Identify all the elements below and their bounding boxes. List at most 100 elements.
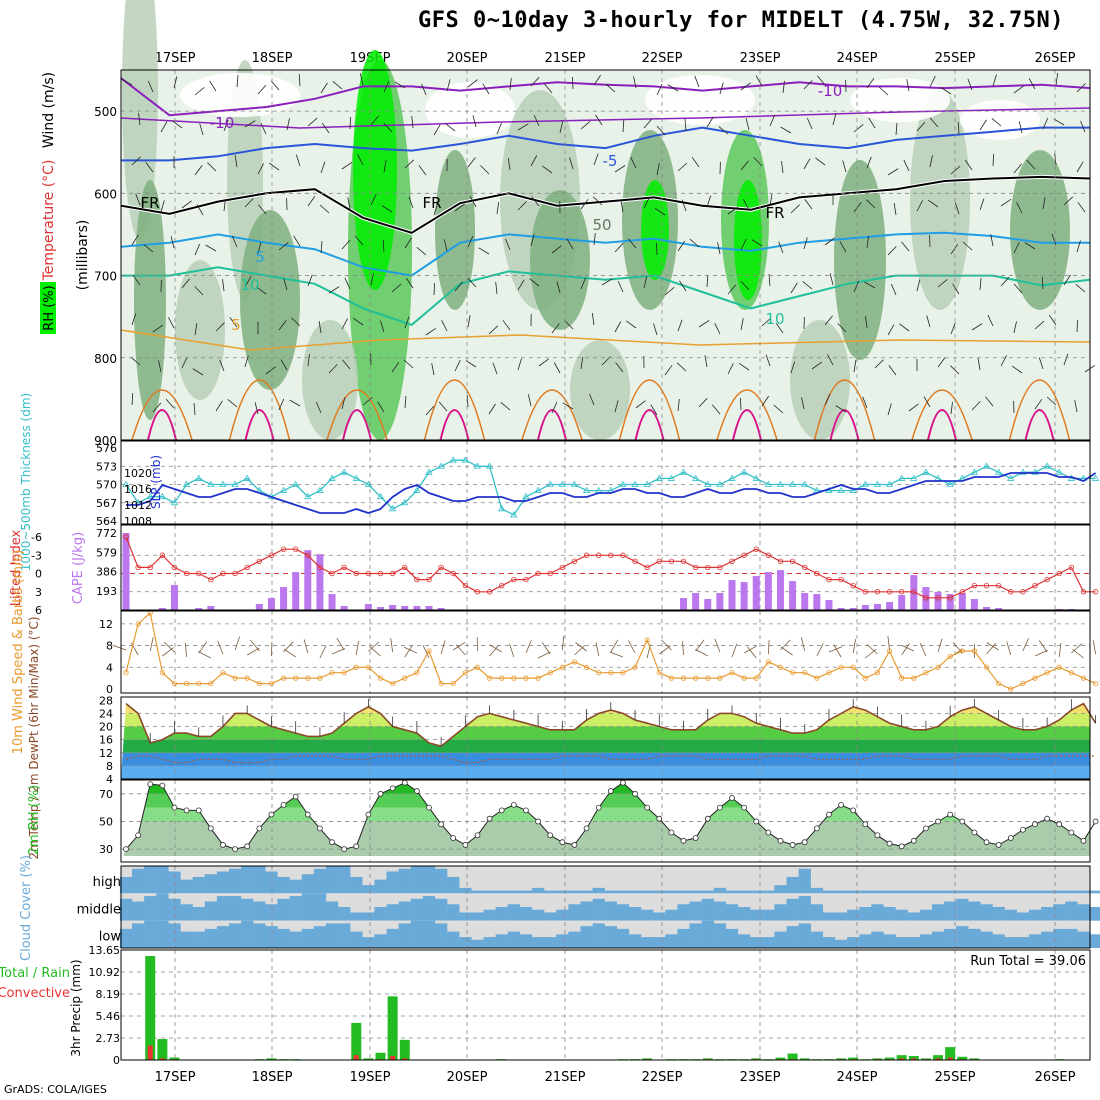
- wind-barb: [853, 124, 864, 133]
- wind10m-point: [329, 670, 335, 676]
- wind-barb: [1076, 319, 1078, 333]
- lifted-index-point: [426, 576, 432, 583]
- wind-barb-10m: [1034, 649, 1048, 657]
- wind-barb: [718, 126, 729, 135]
- wind-barb: [832, 113, 837, 126]
- wind-barb: [411, 116, 414, 129]
- temp-contour-warm: [326, 389, 388, 441]
- cape-bar: [752, 576, 760, 610]
- wind-barb-10m: [852, 639, 856, 654]
- wind-barb-10m: [319, 645, 327, 659]
- wind-barb-10m: [900, 644, 914, 652]
- wind10m-point: [620, 670, 626, 676]
- wind-barb: [1000, 276, 1010, 287]
- temp-contour-FR: [120, 175, 1091, 234]
- wind-barb: [1053, 118, 1065, 126]
- wind-barb: [319, 204, 330, 214]
- wind-barb-10m: [828, 646, 843, 653]
- thickness-point: [740, 468, 748, 475]
- cloud-cell: [919, 934, 933, 948]
- wind-barb: [769, 194, 773, 207]
- cloud-cell: [398, 868, 411, 894]
- wind-barb: [1042, 197, 1046, 210]
- cloud-cell: [216, 871, 230, 894]
- wind-barb: [131, 234, 139, 246]
- wind-barb: [194, 243, 201, 256]
- rh2m-point: [1019, 826, 1026, 833]
- wind10m-point: [377, 675, 384, 681]
- rh2m-point: [886, 840, 893, 847]
- rh2m-point: [850, 807, 857, 814]
- wind-barb: [344, 277, 351, 290]
- wind-barb: [328, 364, 338, 374]
- wind-barb: [359, 73, 364, 86]
- wind-barb: [278, 320, 287, 331]
- precip-total-bar: [884, 1057, 895, 1060]
- wind-barb: [260, 122, 267, 135]
- wind-barb: [971, 323, 983, 331]
- y-tick-label: -6: [31, 531, 42, 544]
- dewpoint-line: [125, 755, 1096, 764]
- wind-barb: [775, 322, 784, 334]
- contour-label: FR: [765, 204, 784, 222]
- y-tick-label: 600: [94, 187, 117, 201]
- rh2m-point: [692, 835, 699, 841]
- rh2m-point: [995, 842, 1002, 848]
- wind-barb: [370, 115, 380, 126]
- cloud-cell: [592, 887, 605, 894]
- legend-lifted-index: Lifted Index: [9, 529, 24, 606]
- rh-band: [121, 793, 1090, 808]
- y-tick-label: 573: [96, 460, 117, 473]
- cloud-cell: [1028, 890, 1042, 894]
- wind-barb: [677, 162, 688, 172]
- wind-barb: [193, 402, 196, 416]
- cape-bar: [983, 607, 991, 610]
- cloud-cell: [374, 907, 387, 921]
- wind-barb: [614, 321, 622, 333]
- wind-barb-10m: [714, 638, 721, 653]
- wind-barb: [194, 286, 204, 296]
- wind-barb: [307, 117, 318, 127]
- rh2m-frame: [120, 779, 1091, 863]
- wind10m-point: [196, 680, 202, 687]
- wind-barb-10m: [489, 644, 502, 653]
- wind-barb: [505, 238, 511, 251]
- cloud-cell: [265, 904, 278, 921]
- wind-barb: [926, 315, 931, 328]
- cloud-cell: [386, 871, 399, 894]
- cloud-cell: [471, 912, 484, 921]
- lifted-index-point: [826, 576, 832, 583]
- wind-barb-10m: [731, 643, 738, 658]
- cloud-cell: [992, 934, 1005, 948]
- wind-barb: [1063, 274, 1071, 286]
- wind10m-line: [125, 611, 1096, 690]
- lifted-index-point: [547, 570, 553, 577]
- cloud-cell: [313, 868, 327, 894]
- wind-barb-10m: [283, 648, 296, 658]
- wind-barb: [231, 235, 238, 248]
- y-tick-label: 2.73: [96, 1032, 121, 1045]
- y-tick-label: 800: [94, 352, 117, 366]
- wind-barb: [727, 284, 737, 295]
- cloud-cell: [338, 923, 351, 948]
- cloud-cell: [192, 931, 205, 948]
- wind10m-point: [280, 675, 287, 681]
- wind10m-point: [1093, 680, 1099, 687]
- lifted-index-point: [814, 570, 820, 577]
- cloud-cell: [507, 890, 521, 894]
- wind-barb-10m: [682, 640, 684, 656]
- cloud-cell: [265, 871, 278, 894]
- wind-barb: [829, 273, 834, 286]
- cloud-cell: [362, 937, 375, 948]
- rh2m-point: [450, 835, 457, 841]
- lifted-index-point: [438, 564, 444, 571]
- cloud-cell: [1004, 909, 1017, 921]
- wind-barb: [937, 357, 946, 368]
- rh2m-point: [947, 811, 954, 818]
- y-tick-label: 3: [35, 586, 42, 599]
- wind-barb: [878, 86, 889, 96]
- wind-barb: [530, 76, 540, 87]
- cloud-cell: [568, 931, 581, 948]
- rh-region: [570, 340, 630, 440]
- wind-barb: [152, 324, 164, 333]
